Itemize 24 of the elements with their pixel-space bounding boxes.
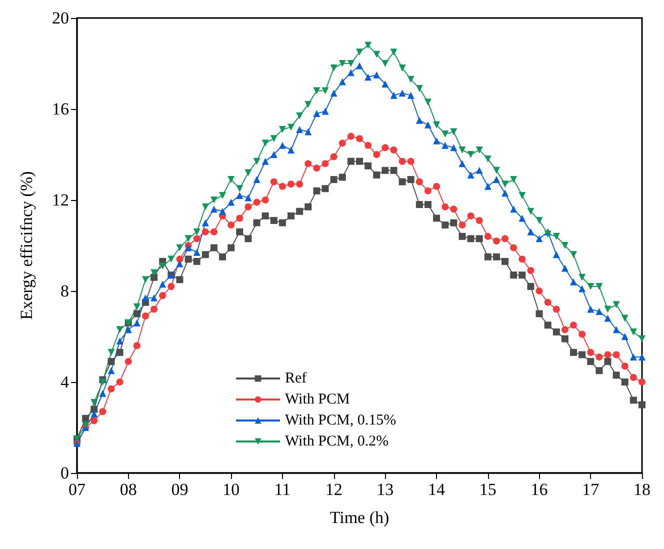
y-tick-label: 16 bbox=[52, 100, 69, 118]
x-tick-label: 18 bbox=[634, 480, 650, 499]
y-tick-label: 8 bbox=[60, 282, 69, 300]
legend-label: With PCM bbox=[285, 392, 350, 408]
x-tick-label: 12 bbox=[325, 480, 342, 499]
legend-label: Ref bbox=[285, 370, 307, 386]
x-tick-label: 08 bbox=[120, 480, 137, 499]
x-tick-label: 17 bbox=[582, 480, 600, 499]
x-tick-label: 14 bbox=[428, 480, 446, 499]
x-tick-label: 16 bbox=[530, 480, 548, 499]
x-tick-label: 13 bbox=[376, 480, 394, 499]
x-tick-label: 07 bbox=[68, 480, 86, 499]
x-axis-title: Time (h) bbox=[330, 508, 390, 527]
legend-label: With PCM, 0.2% bbox=[285, 434, 389, 450]
x-tick-label: 10 bbox=[222, 480, 240, 499]
x-tick-label: 09 bbox=[171, 480, 188, 499]
y-tick-label: 4 bbox=[60, 372, 70, 392]
y-tick-label: 12 bbox=[52, 190, 69, 210]
legend-label: With PCM, 0.15% bbox=[285, 412, 396, 428]
y-tick-label: 0 bbox=[60, 464, 69, 482]
x-tick-label: 11 bbox=[274, 480, 291, 499]
x-tick-label: 15 bbox=[479, 480, 496, 499]
y-tick-label: 20 bbox=[52, 8, 69, 28]
y-axis-title: Exergy efficifncy (%) bbox=[17, 171, 36, 320]
